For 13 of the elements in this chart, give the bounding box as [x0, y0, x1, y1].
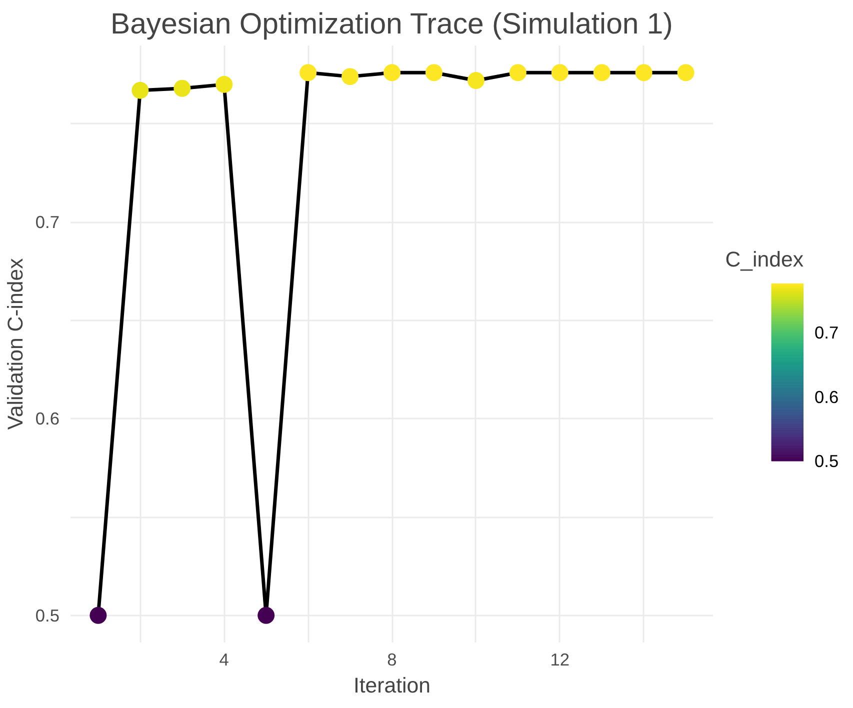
y-tick-label: 0.5 — [35, 605, 60, 626]
y-axis-title: Validation C-index — [3, 258, 28, 430]
legend-title: C_index — [725, 248, 804, 272]
y-tick-label: 0.7 — [35, 212, 60, 232]
x-axis-title: Iteration — [353, 674, 431, 698]
x-tick-label: 12 — [550, 650, 570, 670]
color-bar-label: 0.7 — [814, 322, 839, 343]
x-tick-label: 8 — [387, 650, 397, 670]
color-bar-label: 0.6 — [814, 386, 839, 407]
color-bar-label: 0.5 — [814, 451, 839, 472]
chart-title: Bayesian Optimization Trace (Simulation 1) — [110, 8, 673, 40]
x-tick-label: 4 — [219, 650, 230, 670]
y-tick-label: 0.6 — [35, 408, 60, 429]
